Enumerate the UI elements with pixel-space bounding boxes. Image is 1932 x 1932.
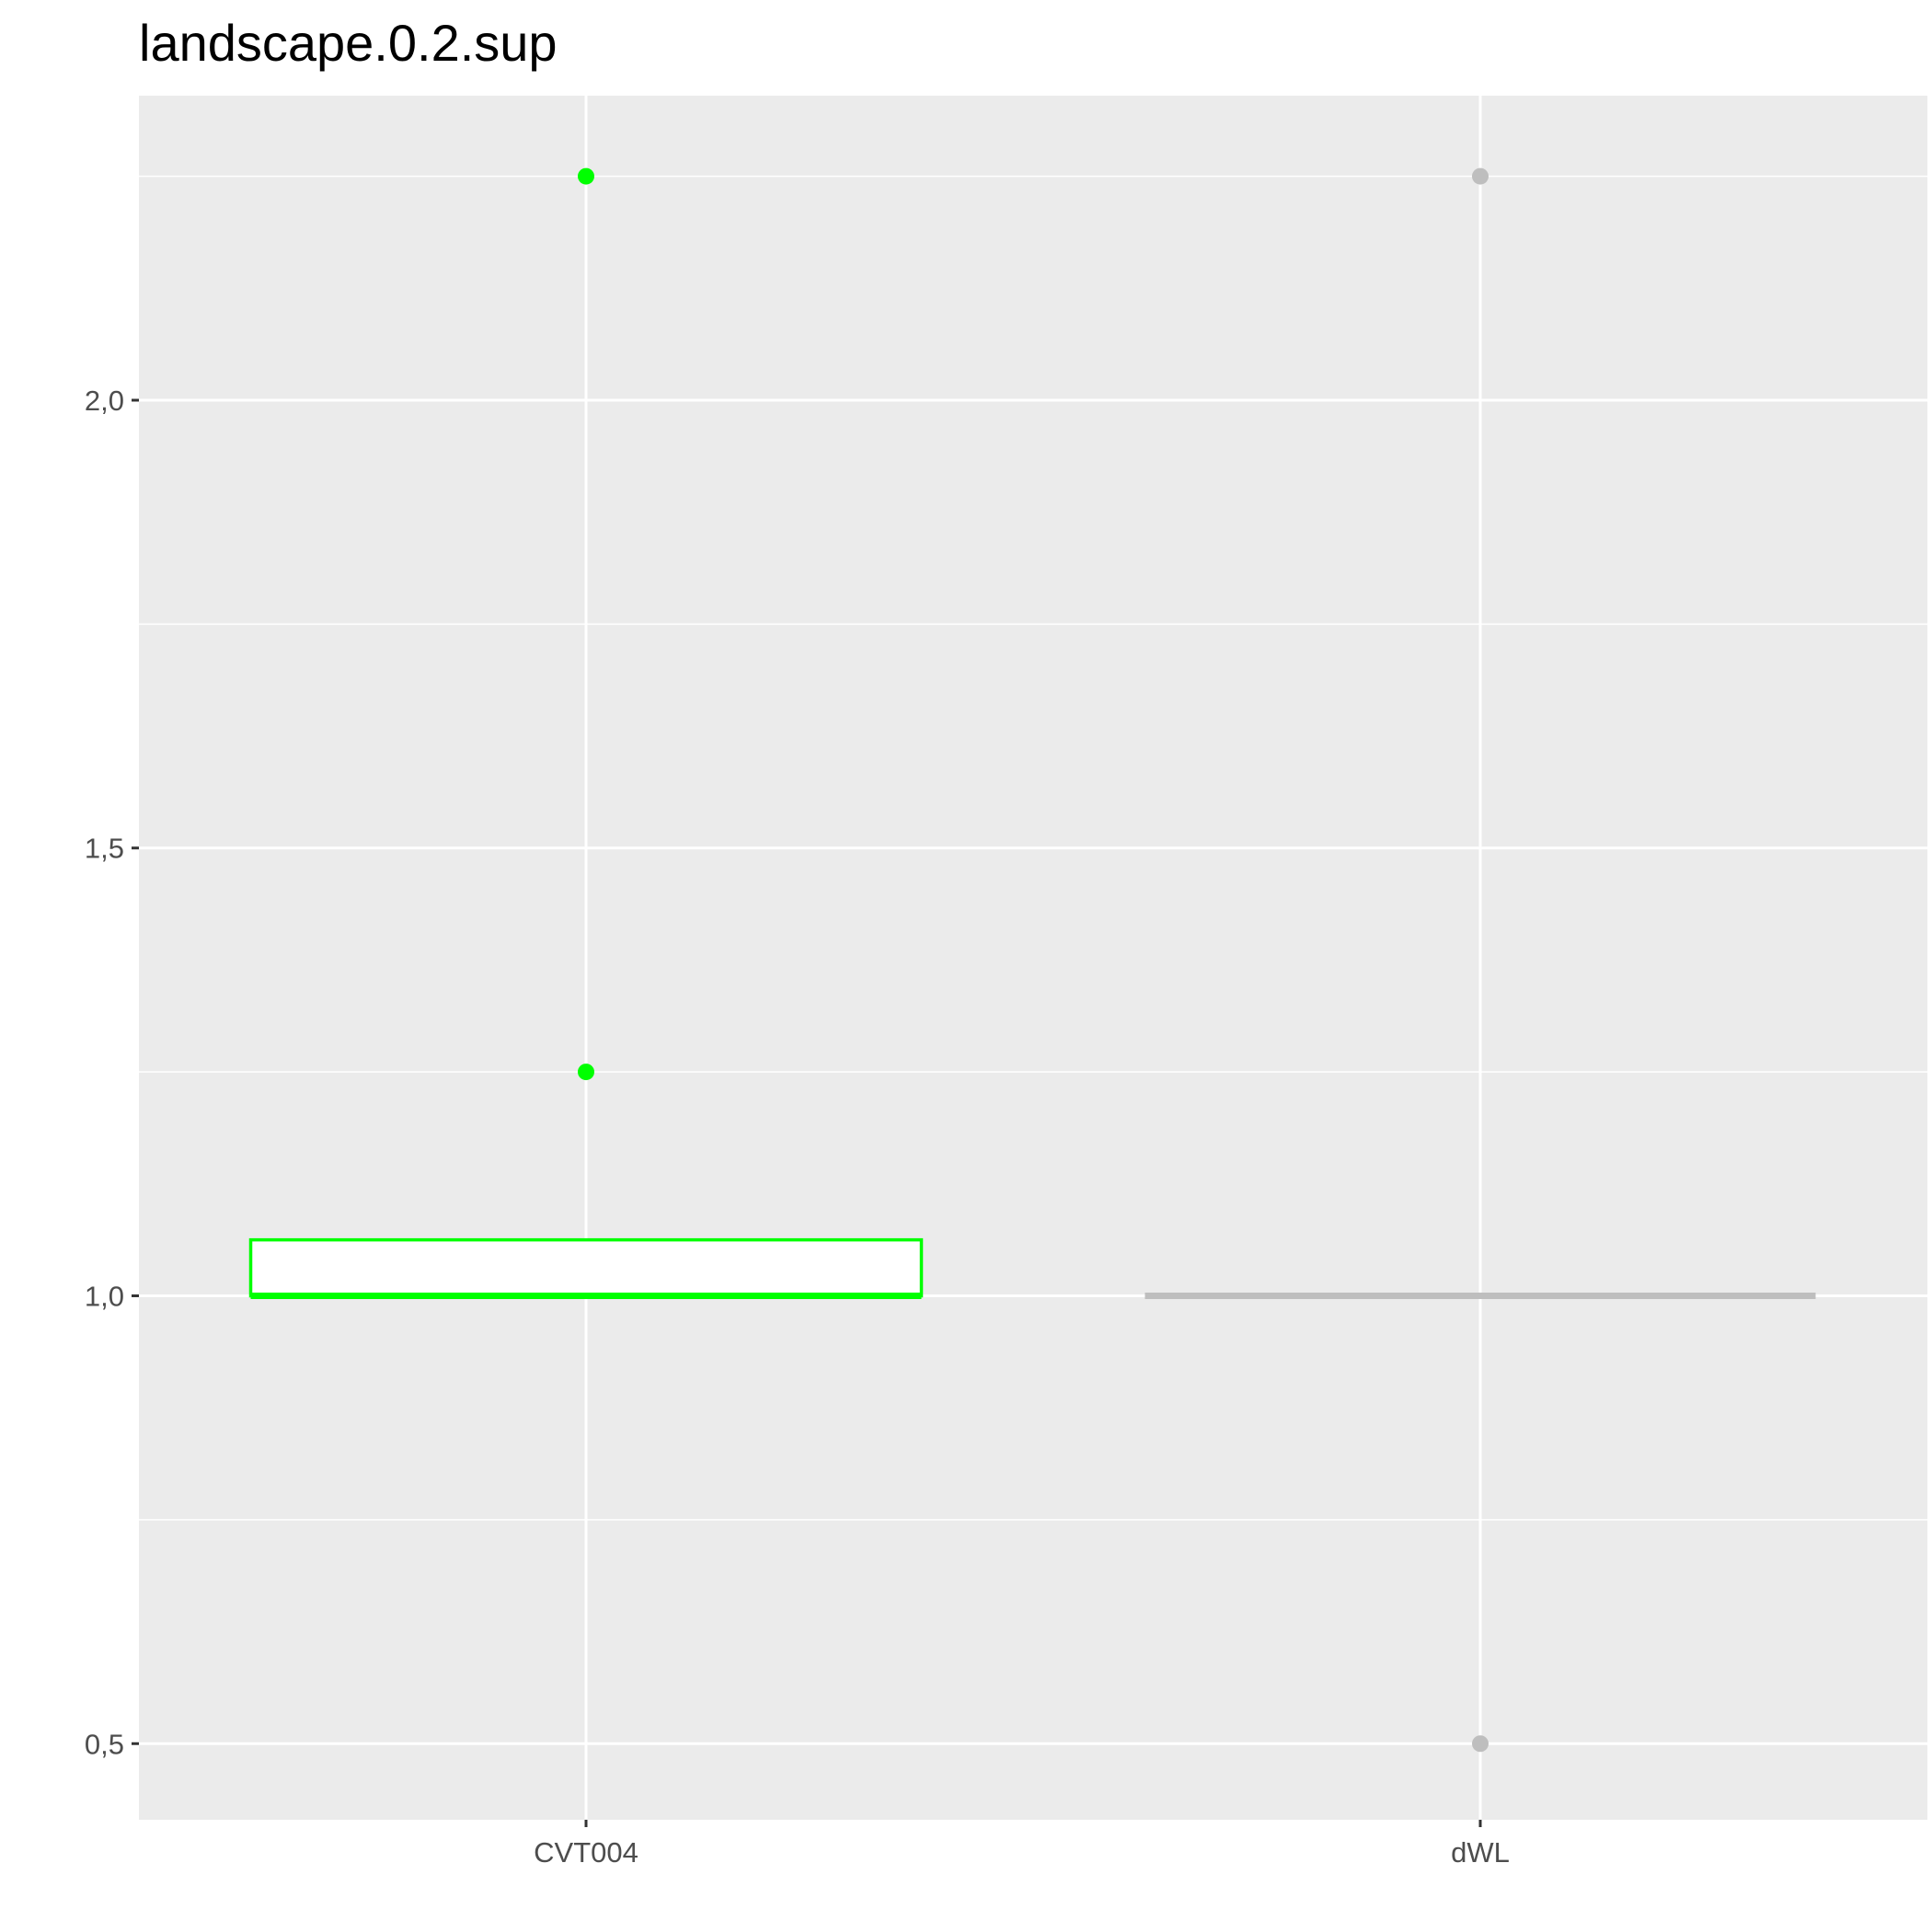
outlier-point [578,167,594,185]
box-body [248,1237,924,1298]
y-tick-label: 1,5 [85,833,124,865]
y-tick-label: 1,0 [85,1280,124,1312]
outlier-point [1472,1735,1489,1753]
y-axis: 0,5 1,0 1,5 2,0 [85,385,139,1760]
box-dwl [1144,167,1816,1753]
minor-gridlines [139,175,1927,1521]
x-axis: CVT004 dWL [534,1820,1510,1869]
chart-title: landscape.0.2.sup [139,14,558,72]
x-tick-label: dWL [1451,1836,1510,1869]
x-tick-label: CVT004 [534,1836,638,1869]
outlier-point [1472,167,1489,185]
box-cvt004 [248,167,924,1299]
box-marks [248,167,1816,1753]
y-tick-label: 2,0 [85,385,124,417]
y-tick-label: 0,5 [85,1728,124,1760]
plot-panel [139,96,1927,1820]
outlier-point [578,1064,594,1081]
